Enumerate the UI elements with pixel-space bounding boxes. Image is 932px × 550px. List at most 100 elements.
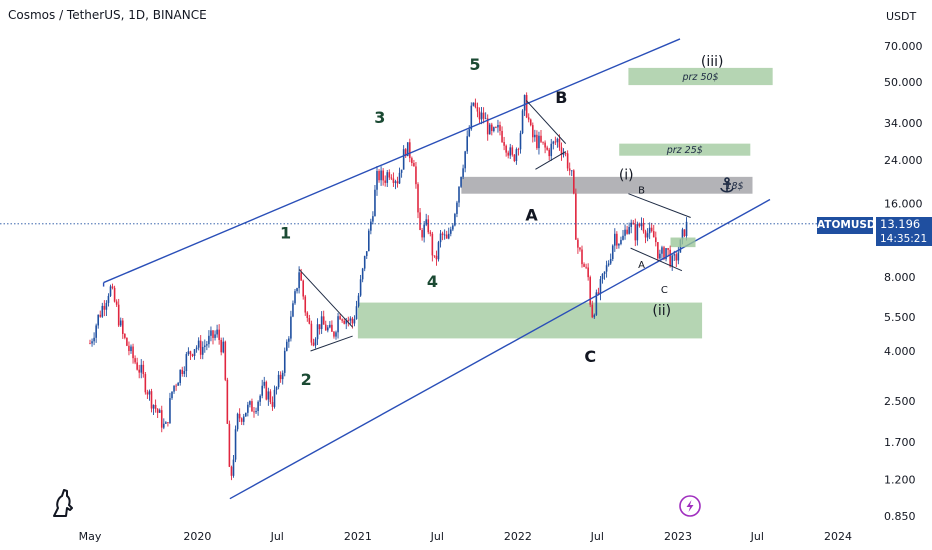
candle-body [122,320,124,334]
candle-body [160,410,163,428]
candle-body [296,288,298,292]
candle-body [312,342,315,346]
candle-body [415,166,417,185]
candle-body [214,334,216,338]
candle-body [374,189,376,217]
wave-label-11: B [638,186,645,197]
candle-body [357,295,360,307]
candle-body [392,178,395,183]
candle-body [103,305,106,310]
candle-body [148,391,151,395]
candle-body [314,339,317,346]
candle-body [286,341,288,351]
candle-body [507,152,509,156]
candle-body [230,466,233,476]
candle-body [245,412,247,417]
candle-body [681,229,684,240]
candle-body [409,142,411,159]
candle-body [452,225,454,230]
wave-label-10: (iii) [701,54,724,70]
candle-body [472,102,475,106]
candle-body [607,263,610,266]
candle-body [353,319,356,324]
candle-body [683,229,686,237]
candle-body [673,254,676,256]
channel-lower-line[interactable] [229,198,771,500]
candle-body [187,351,190,355]
candle-body [329,324,331,328]
candle-body [640,222,643,227]
wave-label-3: 4 [427,272,438,291]
candle-body [158,410,161,413]
candle-body [406,142,409,157]
candle-body [501,130,503,143]
candle-body [552,141,555,144]
candle-body [632,222,635,225]
candle-body [437,242,440,260]
candle-body [611,245,614,259]
zone-label-2: prz 25$ [666,145,703,156]
candle-body [579,247,581,250]
candle-body [667,248,669,250]
candle-body [331,324,333,332]
candle-body [562,153,565,155]
candle-body [220,339,222,353]
candle-body [544,142,546,148]
candle-body [201,346,204,355]
tradingview-dino-logo[interactable] [53,489,73,517]
candle-body [556,138,559,143]
candle-body [247,404,249,413]
candle-body [534,134,536,138]
candle-body [398,172,401,184]
candle-body [665,248,667,260]
candle-body [199,340,202,355]
symbol-badge[interactable]: ATOMUSDT [817,217,883,234]
candle-body [433,255,436,257]
candle-body [384,180,386,183]
candle-body [146,392,149,395]
candle-body [210,330,212,336]
candle-body [95,325,97,338]
candle-body [372,216,374,222]
candle-body [283,350,286,373]
candle-body [259,395,261,402]
candle-body [575,193,577,240]
candle-body [538,135,540,149]
candle-body [671,255,673,267]
candle-body [548,149,550,157]
lightning-bolt-icon[interactable] [679,495,701,517]
zone-label-3: prz 50$ [682,72,719,83]
candle-body [195,347,198,350]
candle-body [570,170,573,172]
candle-body [532,125,534,138]
candle-body [616,233,618,246]
candle-body [650,227,653,232]
candle-body [232,459,235,476]
candle-body [345,319,348,324]
wave-label-5: A [525,206,538,225]
candle-body [370,221,372,231]
candle-body [476,107,479,112]
candle-body [605,265,608,272]
candle-body [150,391,153,409]
candle-body [386,172,389,183]
candle-body [669,249,671,267]
candle-body [583,264,585,267]
candle-body [359,279,362,296]
wave-label-6: B [555,88,567,107]
candle-body [447,233,450,239]
channel-upper-line[interactable] [103,38,681,284]
candle-body [400,169,403,173]
candle-body [628,226,630,234]
candle-body [480,112,483,120]
x-tick-label-0: May [79,530,102,543]
candle-body [240,418,243,422]
candle-body [181,369,184,374]
x-tick-label-6: Jul [590,530,604,543]
candle-body [365,251,368,257]
candle-body [271,402,274,407]
candle-body [636,224,639,241]
candle-body [361,268,364,280]
zone-resistance-1 [461,176,753,194]
